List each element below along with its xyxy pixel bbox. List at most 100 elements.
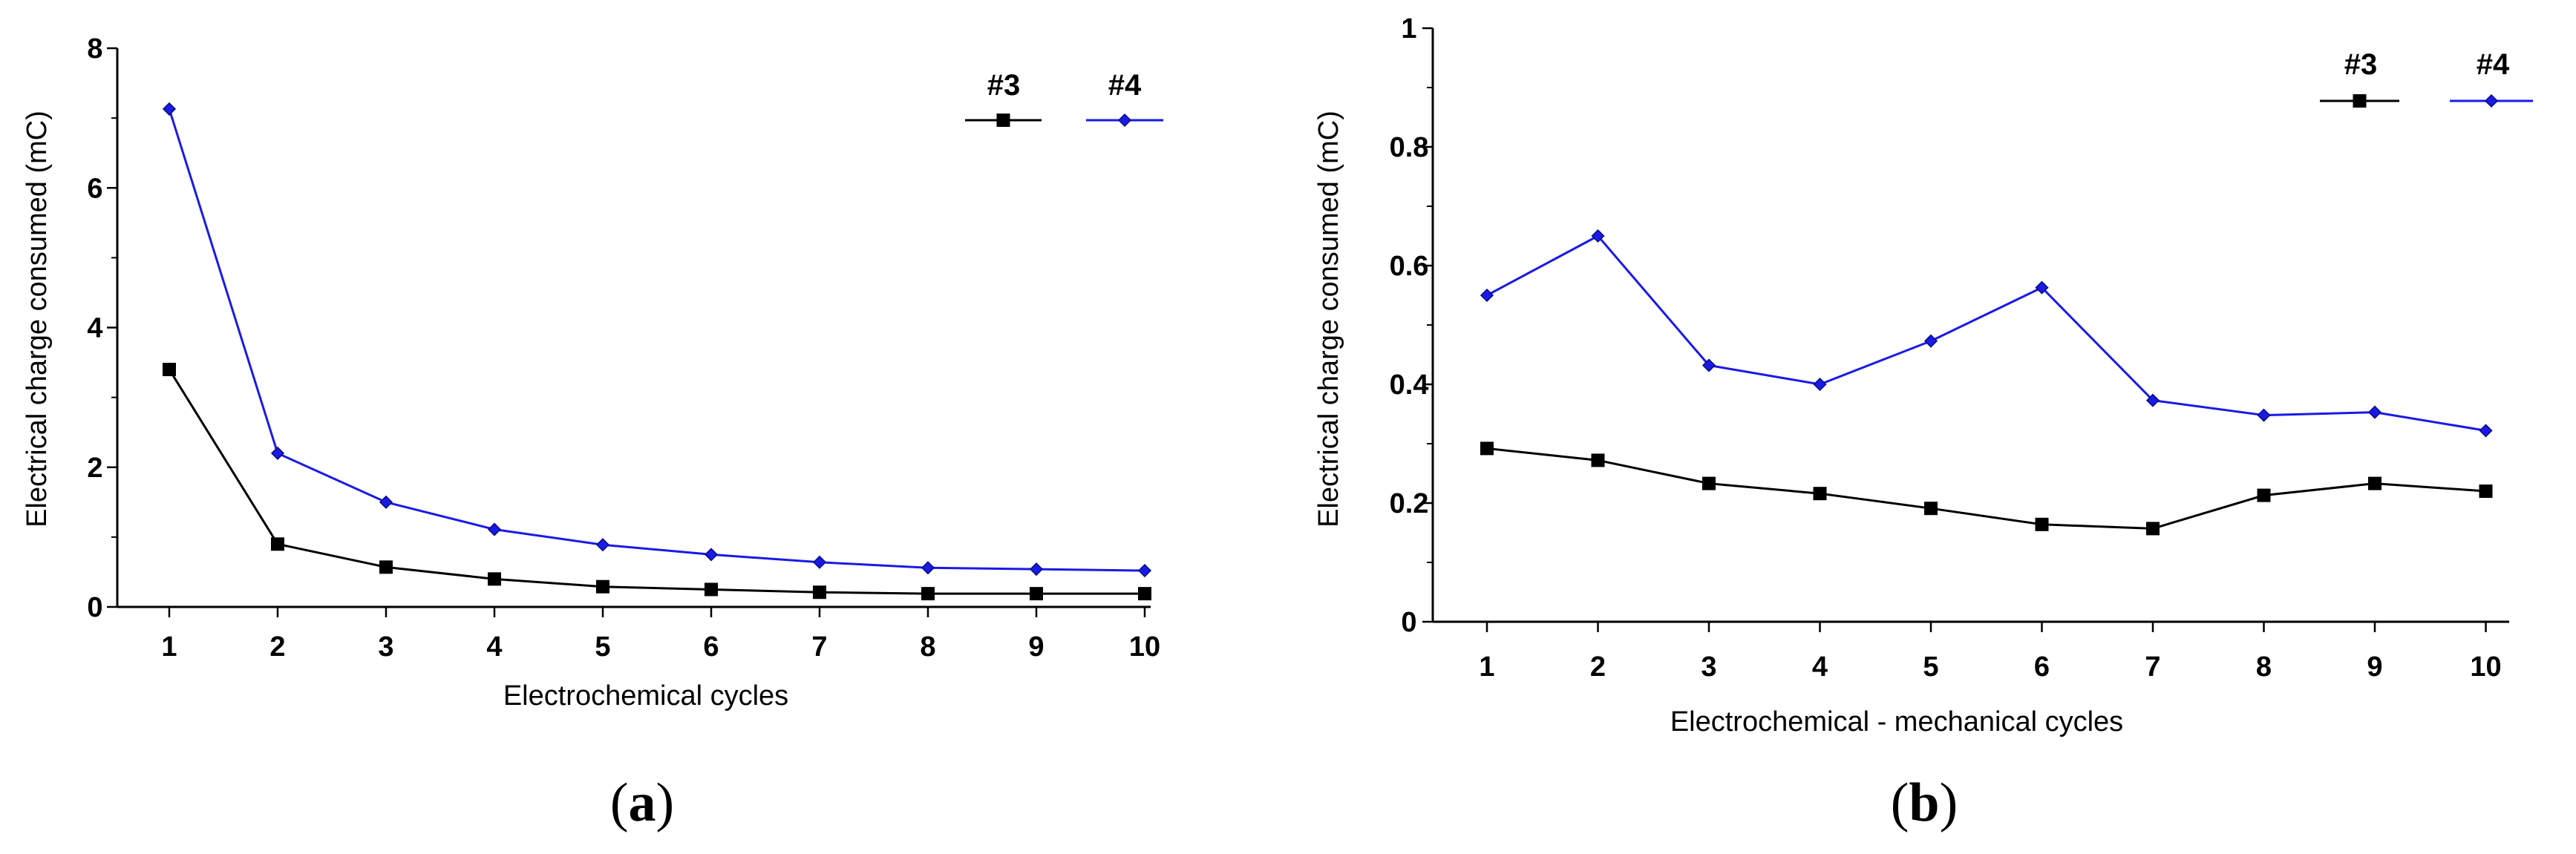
data-point-a-1-4 <box>595 538 610 552</box>
tick-labels-a: 0 2 4 6 8 1 2 3 4 5 6 7 8 9 10 <box>87 33 1160 663</box>
data-point-a-0-8 <box>1030 587 1043 601</box>
y-tick-label-a-4: 8 <box>87 33 102 65</box>
legend-b: #3 #4 <box>2320 48 2533 108</box>
data-point-a-1-5 <box>704 548 719 562</box>
x-tick-label-a-3: 4 <box>486 631 502 663</box>
y-tick-label-b-2: 0.4 <box>1390 369 1429 401</box>
x-axis-title-b: Electrochemical - mechanical cycles <box>1670 706 2123 738</box>
x-axis-title-a: Electrochemical cycles <box>503 680 788 712</box>
panel-caption-b: (b) <box>1891 772 1958 833</box>
data-point-b-1-6 <box>2145 393 2160 407</box>
legend-a: #3 #4 <box>965 69 1163 128</box>
x-tick-label-b-5: 6 <box>2034 651 2050 683</box>
x-tick-label-b-2: 3 <box>1701 651 1716 683</box>
data-point-b-0-0 <box>1480 441 1494 456</box>
y-axis-title-a: Electrical charge consumed (mC) <box>22 111 53 528</box>
y-axis-title-b: Electrical charge consumed (mC) <box>1313 111 1344 528</box>
data-point-a-1-6 <box>812 555 827 569</box>
data-point-b-1-0 <box>1480 288 1494 303</box>
legend-marker-b-0 <box>2353 94 2367 108</box>
tick-labels-b: 0 0.2 0.4 0.6 0.8 1 1 2 3 4 5 6 7 8 9 10 <box>1390 13 2502 683</box>
x-tick-label-b-3: 4 <box>1812 651 1828 683</box>
y-tick-label-b-5: 1 <box>1401 13 1416 45</box>
y-tick-label-b-1: 0.2 <box>1390 488 1429 519</box>
data-point-b-1-2 <box>1701 358 1716 372</box>
legend-swatches-a <box>965 113 1163 128</box>
legend-marker-b-1 <box>2484 93 2499 108</box>
legend-marker-a-0 <box>996 114 1010 127</box>
axes-a <box>107 47 1151 617</box>
x-tick-label-a-0: 1 <box>161 631 177 663</box>
y-tick-label-b-3: 0.6 <box>1390 251 1429 282</box>
data-point-a-0-5 <box>705 582 718 597</box>
axes-b <box>1422 27 2509 632</box>
x-tick-label-a-2: 3 <box>378 631 393 663</box>
data-point-a-1-2 <box>379 495 393 509</box>
data-point-a-1-8 <box>1029 562 1044 577</box>
legend-label-a-s1: #4 <box>1108 69 1142 102</box>
x-tick-label-a-1: 2 <box>269 631 285 663</box>
panel-letter-a: a <box>629 772 656 833</box>
data-point-b-1-5 <box>2035 280 2049 295</box>
x-tick-label-a-9: 10 <box>1129 631 1160 663</box>
series-line-b-0 <box>1486 447 2486 530</box>
y-tick-label-a-2: 4 <box>87 313 102 344</box>
data-point-b-0-1 <box>1591 453 1605 467</box>
data-point-b-0-2 <box>1702 476 1716 490</box>
x-tick-label-b-4: 5 <box>1923 651 1938 683</box>
x-tick-label-a-6: 7 <box>811 631 827 663</box>
legend-swatches-b <box>2320 93 2533 108</box>
series-line-a-0 <box>168 369 1145 595</box>
data-point-b-0-4 <box>1924 502 1938 516</box>
chart-panel-b: 0 0.2 0.4 0.6 0.8 1 1 2 3 4 5 6 7 8 9 10 Electrochemica… <box>1313 13 2533 833</box>
x-tick-label-b-1: 2 <box>1590 651 1606 683</box>
x-tick-label-a-7: 8 <box>920 631 935 663</box>
data-point-b-1-4 <box>1923 334 1938 348</box>
legend-label-a-s0: #3 <box>987 69 1021 102</box>
series-b <box>1480 229 2493 536</box>
x-tick-label-a-5: 6 <box>703 631 719 663</box>
x-tick-label-b-9: 10 <box>2470 651 2501 683</box>
data-point-a-0-1 <box>271 537 284 551</box>
data-point-b-0-7 <box>2257 488 2271 502</box>
legend-label-b-s1: #4 <box>2477 48 2510 81</box>
series-line-b-1 <box>1486 234 2486 432</box>
series-line-a-1 <box>168 108 1145 572</box>
data-point-a-0-0 <box>163 362 176 376</box>
y-tick-label-a-3: 6 <box>87 173 102 204</box>
legend-marker-a-1 <box>1117 113 1132 128</box>
data-point-a-1-3 <box>487 522 502 536</box>
data-point-a-1-9 <box>1137 563 1152 578</box>
data-point-a-0-9 <box>1138 587 1151 601</box>
data-point-b-0-5 <box>2035 517 2049 531</box>
data-point-a-1-7 <box>921 561 935 575</box>
legend-label-b-s0: #3 <box>2344 48 2378 81</box>
data-point-a-0-6 <box>813 585 826 600</box>
series-a <box>162 102 1152 601</box>
data-point-b-0-9 <box>2479 485 2493 498</box>
x-tick-label-b-0: 1 <box>1479 651 1494 683</box>
y-tick-label-a-0: 0 <box>87 592 102 623</box>
x-tick-label-a-4: 5 <box>595 631 610 663</box>
data-point-a-1-0 <box>162 102 177 116</box>
data-point-b-0-6 <box>2146 522 2160 536</box>
panel-letter-b: b <box>1909 772 1939 833</box>
data-point-a-0-4 <box>596 579 609 594</box>
y-tick-label-a-1: 2 <box>87 453 102 484</box>
y-tick-label-b-0: 0 <box>1401 607 1416 638</box>
data-point-a-1-1 <box>270 446 285 460</box>
data-point-a-0-3 <box>488 572 501 586</box>
data-point-b-1-1 <box>1591 229 1605 243</box>
x-tick-label-b-6: 7 <box>2145 651 2160 683</box>
data-point-b-1-7 <box>2257 408 2271 422</box>
data-point-b-1-8 <box>2367 405 2382 419</box>
data-point-a-0-2 <box>379 560 393 574</box>
x-tick-label-b-8: 9 <box>2367 651 2382 683</box>
data-point-b-1-3 <box>1813 377 1827 392</box>
data-point-a-0-7 <box>921 587 935 601</box>
data-point-b-1-9 <box>2479 424 2493 438</box>
data-point-b-0-8 <box>2368 476 2382 490</box>
data-point-b-0-3 <box>1813 487 1827 501</box>
